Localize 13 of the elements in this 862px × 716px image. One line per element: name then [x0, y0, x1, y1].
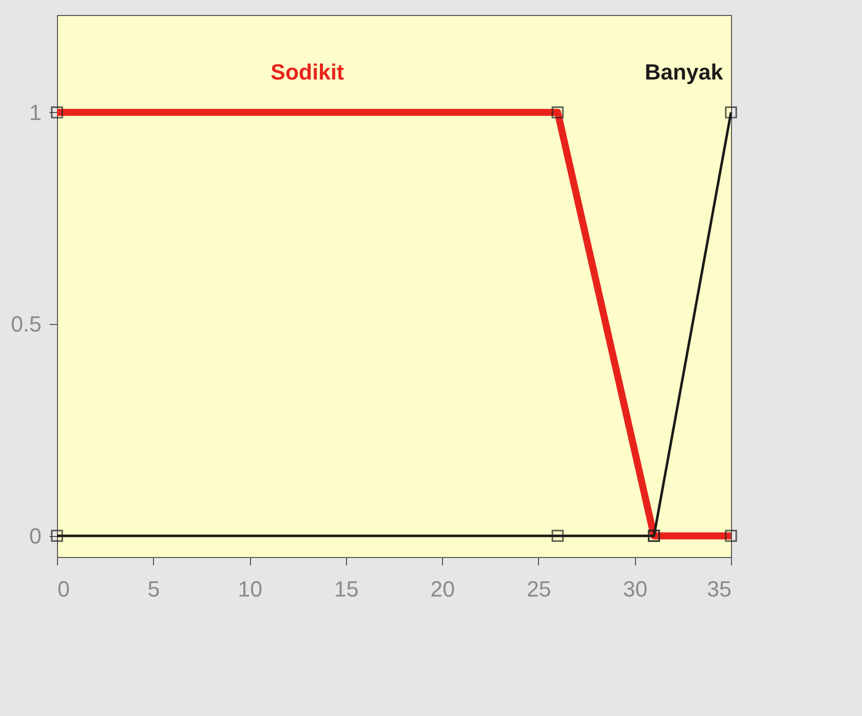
x-tick-label: 5	[148, 576, 160, 602]
x-tick-label: 15	[334, 576, 359, 602]
x-tick-label: 20	[430, 576, 455, 602]
x-tick-label: 35	[707, 576, 732, 602]
x-tick-label: 10	[238, 576, 262, 602]
x-tick-label: 0	[58, 576, 70, 602]
y-tick-label: 0.5	[10, 312, 42, 337]
series-label: Sodikit	[270, 59, 345, 84]
y-tick-label: 0	[29, 523, 42, 548]
series-label: Banyak	[644, 59, 724, 84]
y-tick-label: 1	[29, 100, 42, 125]
x-tick-label: 30	[622, 576, 648, 602]
x-tick-label: 25	[526, 576, 552, 602]
